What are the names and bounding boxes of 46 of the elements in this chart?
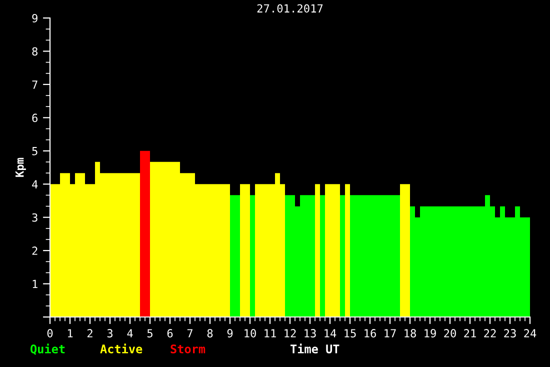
x-tick-label: 15: [344, 329, 356, 338]
x-tick-label: 1: [68, 329, 73, 338]
y-tick-label: 3: [32, 213, 38, 222]
x-tick-label: 6: [167, 329, 173, 338]
x-tick-label: 14: [324, 329, 336, 338]
text: Quiet: [30, 344, 65, 355]
x-tick-label: 7: [187, 329, 193, 338]
chart-title: 27.01.2017: [257, 4, 323, 13]
bar: [240, 184, 250, 317]
x-tick-label: 3: [107, 329, 113, 338]
x-tick-label: 22: [484, 329, 496, 338]
bar: [400, 184, 410, 317]
x-tick-label: 19: [424, 329, 436, 338]
y-tick-label: 6: [32, 114, 38, 122]
x-tick-label: 12: [284, 329, 296, 338]
x-axis-title: Time UT: [290, 344, 340, 354]
y-tick-label: 9: [32, 14, 38, 22]
x-tick-label: 20: [444, 329, 456, 338]
bar: [140, 150, 150, 317]
text: Active: [100, 344, 142, 354]
y-axis-title: Kpm: [16, 158, 26, 177]
y-tick-label: 5: [32, 147, 38, 156]
y-tick-label: 7: [32, 80, 38, 89]
x-tick-label: 21: [464, 329, 476, 338]
x-tick-label: 5: [147, 329, 152, 338]
x-tick-label: 8: [207, 329, 213, 338]
y-tick-label: 4: [32, 180, 38, 188]
bar: [320, 195, 325, 317]
y-tick-label: 2: [32, 246, 38, 255]
y-tick-label: 8: [32, 47, 38, 56]
x-tick-label: 18: [404, 329, 416, 338]
x-tick-label: 23: [504, 329, 516, 338]
x-tick-label: 11: [264, 329, 276, 338]
x-tick-label: 2: [87, 329, 92, 338]
text: Storm: [170, 344, 206, 354]
x-tick-label: 24: [524, 329, 536, 338]
x-tick-label: 10: [244, 329, 256, 338]
x-tick-label: 9: [227, 329, 233, 338]
bar: [340, 195, 345, 317]
x-tick-label: 0: [47, 329, 53, 338]
x-tick-label: 16: [364, 329, 376, 338]
bar: [250, 195, 255, 317]
y-tick-label: 1: [32, 280, 38, 288]
x-tick-label: 4: [127, 329, 133, 338]
x-tick-label: 13: [304, 329, 316, 338]
x-tick-label: 17: [384, 329, 396, 338]
